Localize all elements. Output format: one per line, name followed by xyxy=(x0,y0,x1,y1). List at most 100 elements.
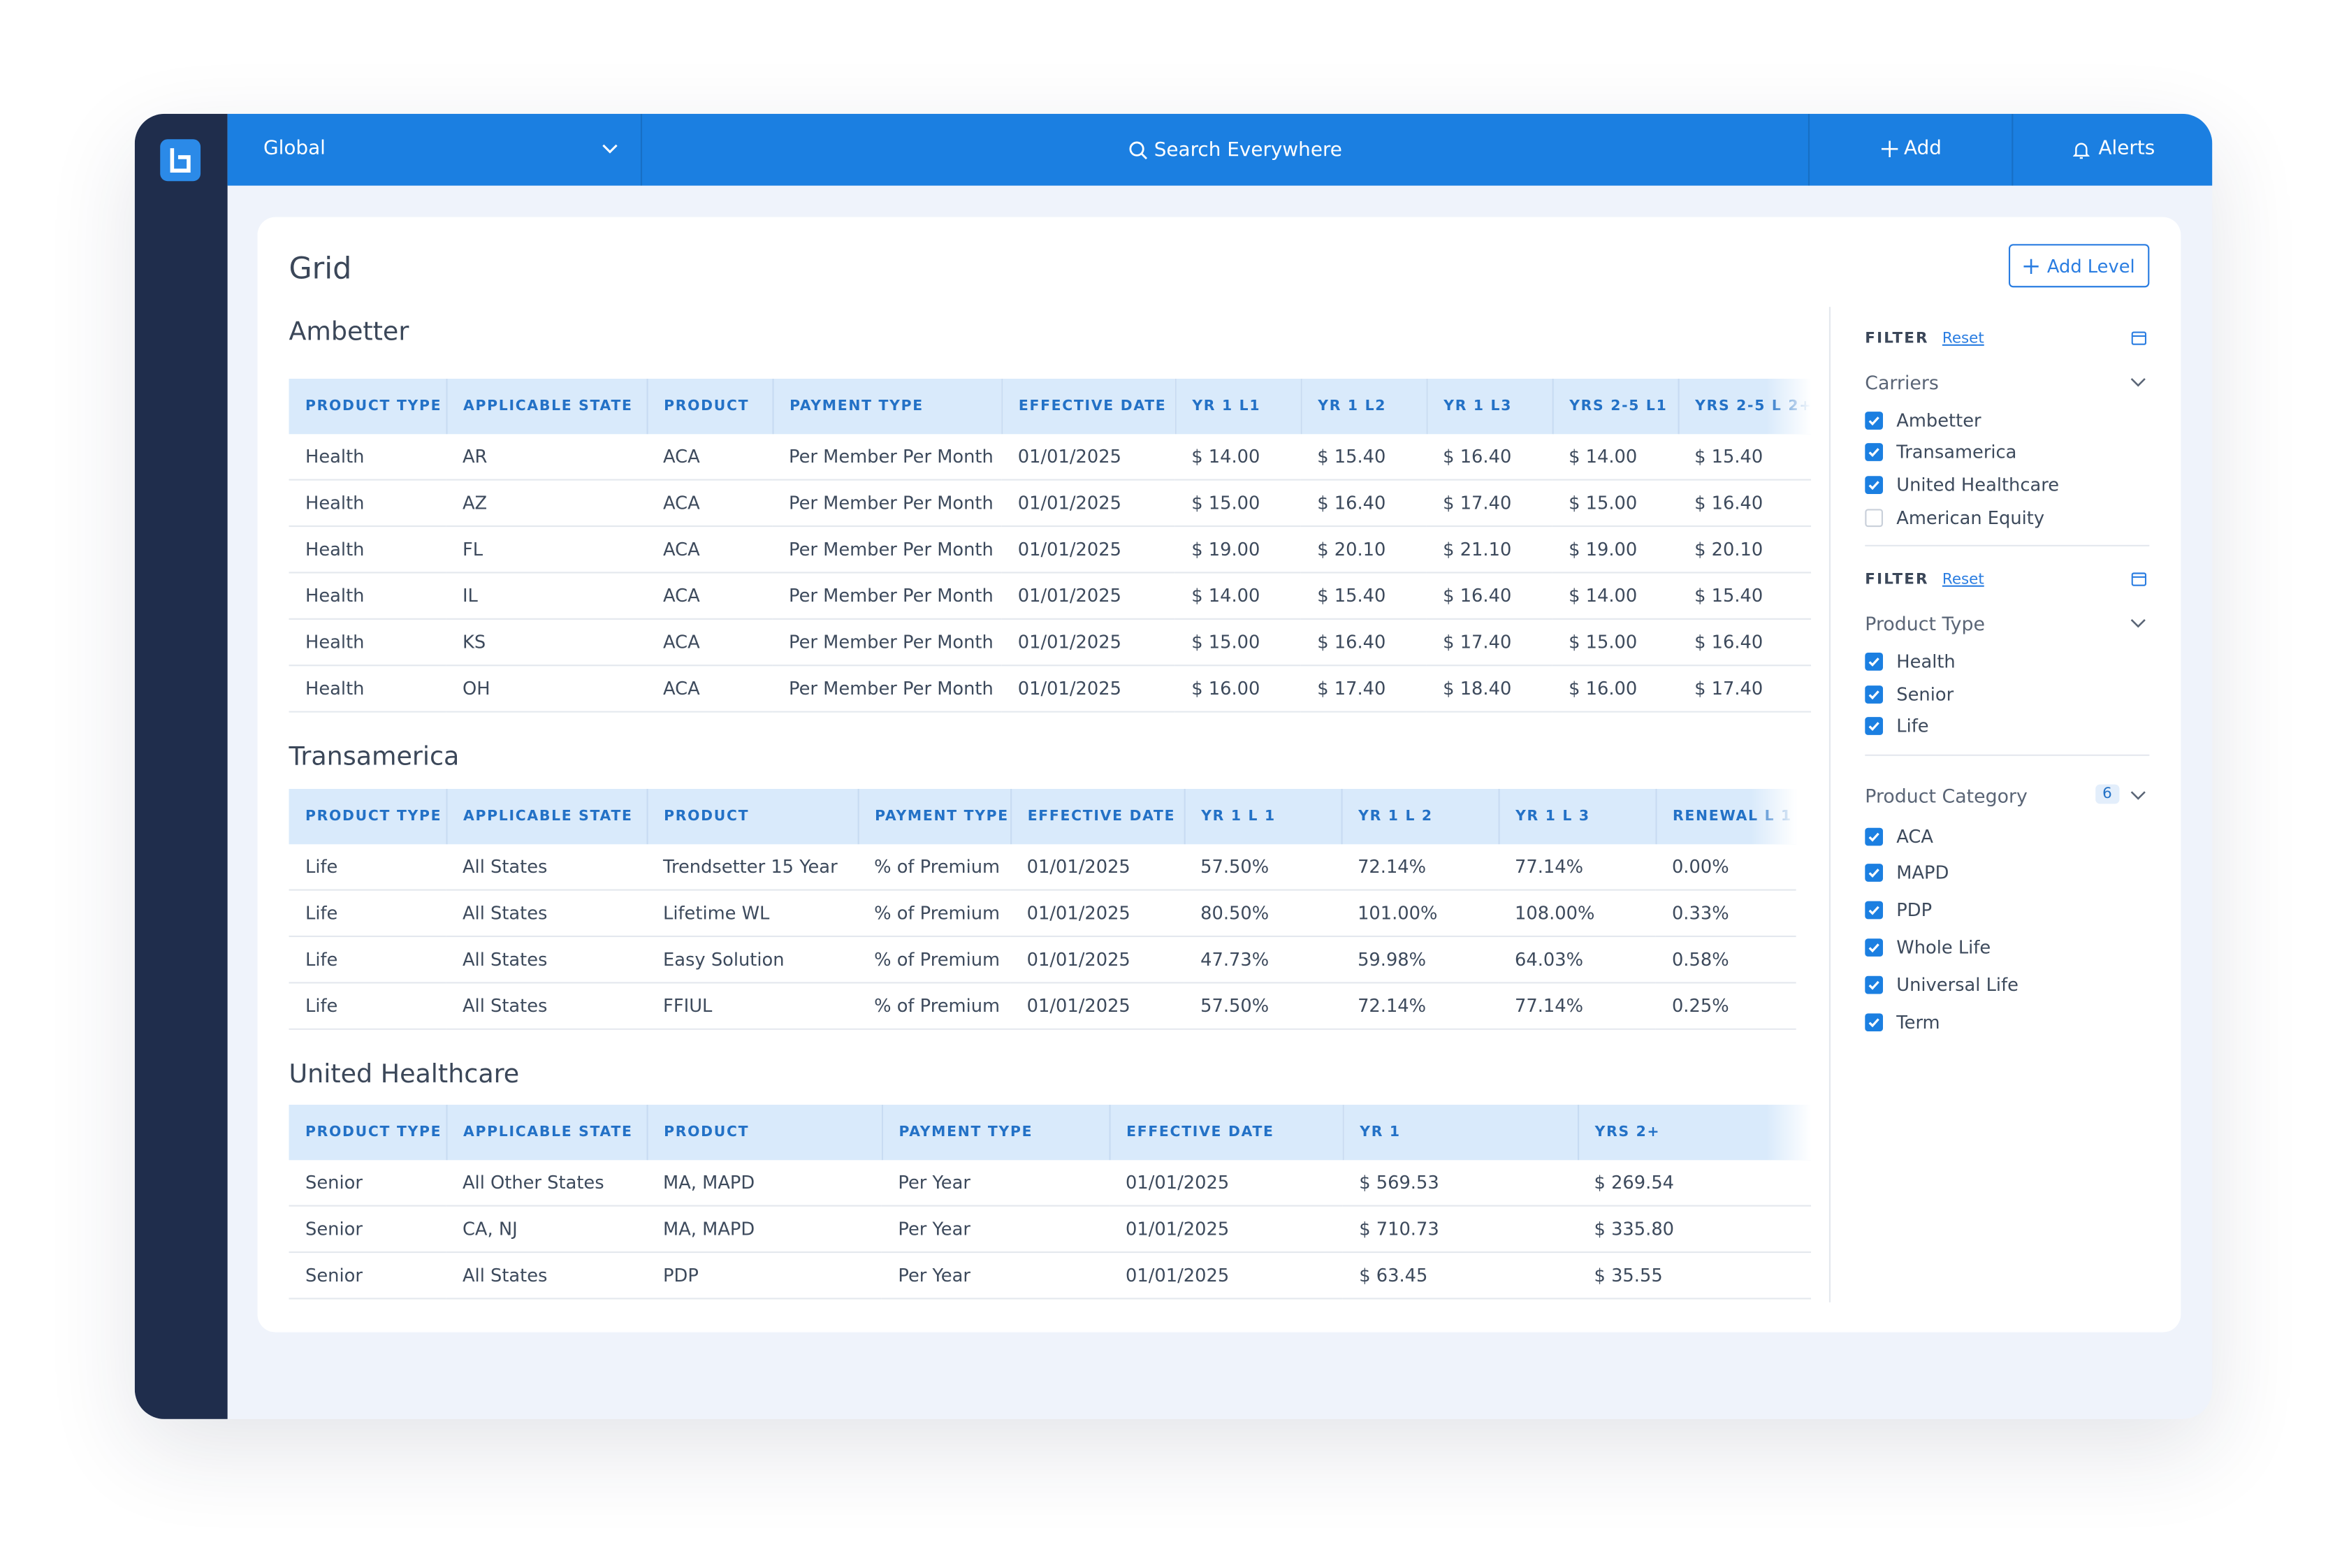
scope-select[interactable]: Global xyxy=(263,138,326,161)
cell: Per Member Per Month xyxy=(772,434,1002,481)
filter-header: FILTER Reset xyxy=(1865,563,2149,596)
checkbox[interactable] xyxy=(1865,901,1884,920)
cell: Lifetime WL xyxy=(646,890,858,938)
column-header[interactable]: APPLICABLE STATE xyxy=(445,379,647,435)
chevron[interactable] xyxy=(2130,790,2146,801)
cell: $ 14.00 xyxy=(1174,434,1301,481)
column-header[interactable]: YR 1 xyxy=(1341,1105,1578,1161)
cell: Senior xyxy=(289,1205,446,1254)
header-fade xyxy=(1766,1105,1812,1161)
checkbox[interactable] xyxy=(1865,476,1884,494)
filter-option[interactable]: MAPD xyxy=(1865,855,2149,892)
calendar-icon[interactable] xyxy=(2131,331,2147,345)
filter-option[interactable]: Transamerica xyxy=(1865,437,2149,469)
table-row[interactable]: Senior All States PDP Per Year 01/01/2025 $ 6… xyxy=(289,1252,1812,1300)
column-header[interactable]: YRS 2-5 L1 xyxy=(1551,379,1678,435)
table-row[interactable]: Health IL ACA Per Member Per Month 01/01/202… xyxy=(289,572,1812,620)
chevron[interactable] xyxy=(2130,377,2146,388)
filter-option[interactable]: Term xyxy=(1865,1003,2149,1040)
add-level-button[interactable]: Add Level xyxy=(2008,244,2150,288)
reset-link[interactable]: Reset xyxy=(1942,330,1984,347)
cell: KS xyxy=(446,618,647,667)
table-row[interactable]: Senior All Other States MA, MAPD Per Year 01… xyxy=(289,1160,1812,1207)
filter-option[interactable]: Health xyxy=(1865,646,2149,678)
calendar-icon[interactable] xyxy=(2131,572,2147,587)
filter-group[interactable]: Product Type xyxy=(1865,601,2149,646)
filter-option[interactable]: Whole Life xyxy=(1865,929,2149,966)
cell: $ 21.10 xyxy=(1426,526,1552,574)
column-header[interactable]: YR 1 L2 xyxy=(1300,379,1427,435)
column-header[interactable]: YR 1 L1 xyxy=(1174,379,1301,435)
cell: 01/01/2025 xyxy=(1010,890,1184,938)
column-header[interactable]: APPLICABLE STATE xyxy=(445,788,647,845)
column-header[interactable]: EFFECTIVE DATE xyxy=(1108,1105,1343,1161)
checkbox[interactable] xyxy=(1865,411,1884,430)
cell: CA, NJ xyxy=(446,1205,647,1254)
column-header[interactable]: PRODUCT xyxy=(646,788,858,845)
checkbox[interactable] xyxy=(1865,864,1884,883)
filter-option[interactable]: Universal Life xyxy=(1865,966,2149,1003)
reset-link[interactable]: Reset xyxy=(1942,572,1984,588)
chevron[interactable] xyxy=(2130,619,2146,630)
column-header[interactable]: APPLICABLE STATE xyxy=(445,1105,647,1161)
column-header[interactable]: PRODUCT TYPE xyxy=(289,379,446,435)
column-header[interactable]: YR 1 L3 xyxy=(1425,379,1552,435)
table-row[interactable]: Life All States Trendsetter 15 Year% of Pr… xyxy=(289,844,1796,891)
logo[interactable] xyxy=(159,138,202,182)
cell: $ 15.00 xyxy=(1174,479,1301,528)
filter-group[interactable]: Carriers xyxy=(1865,359,2149,404)
cell: ACA xyxy=(646,665,773,713)
checkbox[interactable] xyxy=(1865,653,1884,672)
checkbox[interactable] xyxy=(1865,717,1884,736)
cell: $ 17.40 xyxy=(1678,665,1812,713)
table-row[interactable]: Life All States Lifetime WL% of Premium 01/… xyxy=(289,890,1796,938)
add-button[interactable]: Add xyxy=(1904,138,1942,161)
column-header[interactable]: PRODUCT xyxy=(646,379,773,435)
table-row[interactable]: Health AR ACA Per Member Per Month 01/01/202… xyxy=(289,434,1812,481)
column-header[interactable]: YR 1 L 3 xyxy=(1497,788,1656,845)
cell: 77.14% xyxy=(1498,844,1656,891)
column-header[interactable]: EFFECTIVE DATE xyxy=(1001,379,1175,435)
column-header[interactable]: PAYMENT TYPE xyxy=(857,788,1011,845)
filter-option[interactable]: Senior xyxy=(1865,678,2149,710)
table-body: Health AR ACA Per Member Per Month 01/01/202… xyxy=(289,434,1812,713)
cell: 80.50% xyxy=(1184,890,1341,938)
checkbox[interactable] xyxy=(1865,508,1884,527)
column-header[interactable]: PRODUCT TYPE xyxy=(289,788,446,845)
table: PRODUCT TYPE APPLICABLE STATE PRODUCT PAYME… xyxy=(289,379,1812,713)
filter-option[interactable]: American Equity xyxy=(1865,501,2149,533)
table-row[interactable]: Life All States FFIUL% of Premium 01/01/202… xyxy=(289,982,1796,1030)
table-row[interactable]: Health AZ ACA Per Member Per Month 01/01/202… xyxy=(289,479,1812,528)
table-row[interactable]: Health OH ACA Per Member Per Month 01/01/202… xyxy=(289,665,1812,713)
checkbox[interactable] xyxy=(1865,1012,1884,1031)
checkbox[interactable] xyxy=(1865,443,1884,462)
column-header[interactable]: PRODUCT xyxy=(646,1105,882,1161)
table-row[interactable]: Senior CA, NJ MA, MAPD Per Year 01/01/2025 $ … xyxy=(289,1205,1812,1254)
table-row[interactable]: Health KS ACA Per Member Per Month 01/01/202… xyxy=(289,618,1812,667)
filter-group[interactable]: Product Category 6 xyxy=(1865,773,2149,818)
cell: Life xyxy=(289,936,446,984)
checkbox[interactable] xyxy=(1865,685,1884,704)
column-header[interactable]: PRODUCT TYPE xyxy=(289,1105,446,1161)
table-row[interactable]: Life All States Easy Solution% of Premium 0… xyxy=(289,936,1796,984)
filter-option[interactable]: Life xyxy=(1865,711,2149,743)
column-header[interactable]: YR 1 L 2 xyxy=(1340,788,1499,845)
filter-option[interactable]: Ambetter xyxy=(1865,404,2149,436)
cell: $ 16.00 xyxy=(1174,665,1301,713)
checkbox[interactable] xyxy=(1865,938,1884,957)
checkbox[interactable] xyxy=(1865,827,1884,845)
filter-option[interactable]: PDP xyxy=(1865,892,2149,929)
search-box[interactable]: Search Everywhere xyxy=(1154,139,1342,162)
checkbox[interactable] xyxy=(1865,975,1884,994)
cell: Life xyxy=(289,982,446,1030)
sidebar xyxy=(134,113,228,1419)
column-header[interactable]: EFFECTIVE DATE xyxy=(1009,788,1184,845)
table-row[interactable]: Health FL ACA Per Member Per Month 01/01/202… xyxy=(289,526,1812,574)
filter-option[interactable]: ACA xyxy=(1865,818,2149,855)
alerts-button[interactable]: Alerts xyxy=(2098,138,2155,161)
filter-option[interactable]: United Healthcare xyxy=(1865,469,2149,501)
cell: Senior xyxy=(289,1252,446,1300)
column-header[interactable]: YR 1 L 1 xyxy=(1183,788,1341,845)
column-header[interactable]: PAYMENT TYPE xyxy=(880,1105,1110,1161)
column-header[interactable]: PAYMENT TYPE xyxy=(771,379,1002,435)
